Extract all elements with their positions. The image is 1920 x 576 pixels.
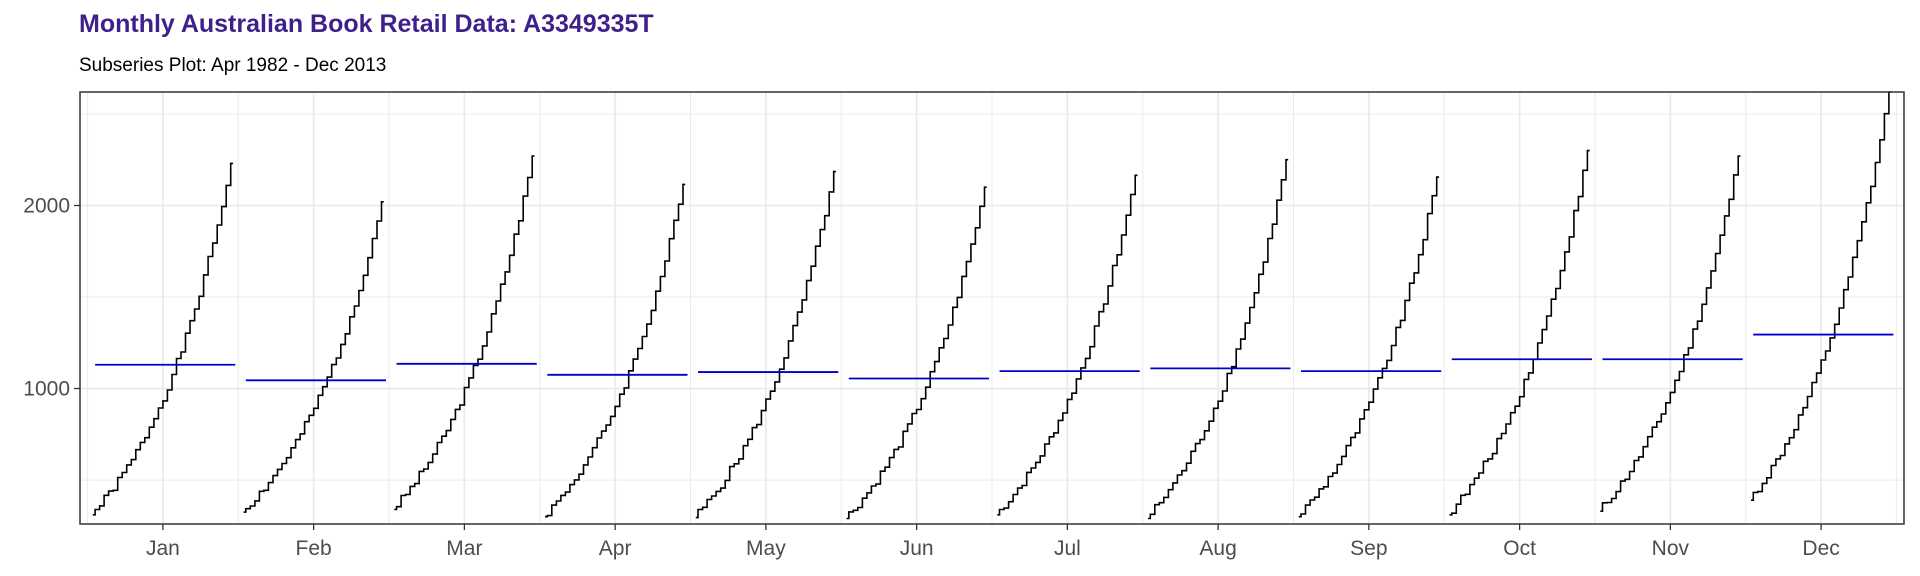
series-line-feb [243, 201, 384, 513]
x-tick-label-may: May [746, 537, 786, 560]
y-tick-label: 1000 [23, 378, 70, 401]
series-layer [92, 91, 1892, 520]
chart-subtitle: Subseries Plot: Apr 1982 - Dec 2013 [79, 55, 387, 76]
series-line-apr [545, 183, 686, 518]
x-tick-label-dec: Dec [1802, 537, 1839, 560]
x-tick-label-apr: Apr [599, 537, 632, 560]
series-line-oct [1449, 149, 1590, 516]
y-tick-label: 2000 [23, 194, 70, 217]
series-line-aug [1148, 158, 1289, 520]
x-tick-label-nov: Nov [1652, 537, 1690, 560]
series-line-dec [1751, 91, 1892, 501]
x-tick-label-mar: Mar [446, 537, 482, 560]
series-line-mar [394, 155, 535, 511]
chart-title: Monthly Australian Book Retail Data: A33… [79, 10, 654, 38]
series-line-jun [846, 186, 987, 520]
x-tick-label-aug: Aug [1199, 537, 1236, 560]
x-tick-label-jun: Jun [900, 537, 934, 560]
x-tick-label-sep: Sep [1350, 537, 1387, 560]
x-tick-label-oct: Oct [1503, 537, 1536, 560]
series-line-sep [1298, 176, 1439, 518]
grid-layer [80, 92, 1904, 524]
x-tick-label-feb: Feb [296, 537, 332, 560]
series-line-nov [1600, 155, 1741, 512]
series-line-jan [92, 162, 233, 516]
axis-layer: 1000 2000 Jan Feb Mar Apr May Jun Jul Aug Sep Oct No… [23, 194, 1839, 560]
panel-border [79, 91, 1905, 525]
mean-layer [95, 333, 1894, 382]
x-tick-label-jul: Jul [1054, 537, 1081, 560]
series-line-jul [997, 174, 1138, 516]
x-tick-label-jan: Jan [146, 537, 180, 560]
series-line-may [695, 170, 836, 519]
